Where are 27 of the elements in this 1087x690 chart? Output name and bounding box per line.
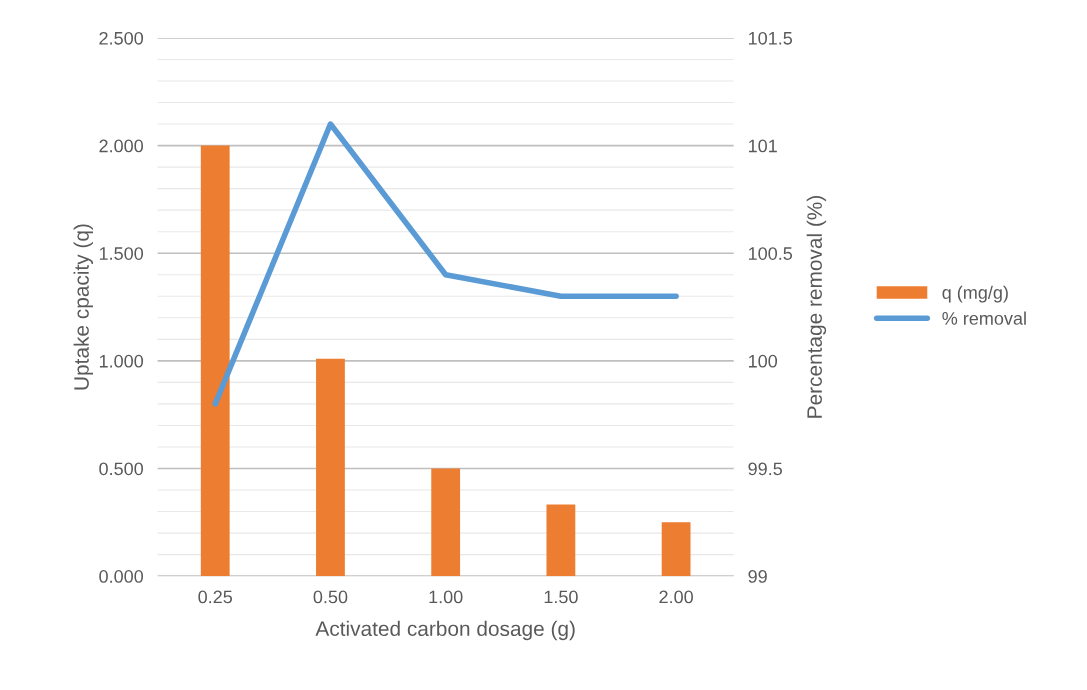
x-tick-label: 0.25: [198, 590, 233, 604]
x-tick-label: 1.00: [429, 590, 463, 604]
x-tick-label: 2.00: [659, 590, 693, 604]
y-tick-label: 1.500: [99, 247, 144, 260]
x-axis-title: Activated carbon dosage (g): [315, 620, 575, 641]
y-tick-label: 1.000: [99, 354, 144, 368]
bar: [661, 522, 691, 577]
bar: [200, 145, 230, 577]
y2-tick-label: 100.5: [748, 247, 793, 260]
y2-axis-title: Percentage removal (%): [806, 196, 827, 418]
y2-tick-label: 100: [748, 354, 778, 368]
y-tick-label: 0.000: [99, 570, 144, 583]
y2-tick-label: 101: [748, 139, 777, 153]
y-tick-label: 2.000: [99, 139, 144, 153]
y2-tick-label: 99.5: [748, 462, 782, 476]
x-tick-label: 1.50: [544, 590, 578, 604]
bar: [546, 504, 576, 577]
x-tick-label: 0.50: [313, 590, 348, 604]
y-axis-title: Uptake cpacity (q): [73, 224, 93, 390]
legend-label: q (mg/g): [942, 285, 1008, 303]
y2-tick-label: 101.5: [748, 31, 793, 45]
y2-tick-label: 99: [748, 570, 767, 583]
y-tick-label: 0.500: [99, 462, 144, 476]
y-tick-label: 2.500: [99, 31, 144, 45]
legend-label: % removal: [942, 311, 1026, 325]
bar: [316, 358, 345, 577]
bar: [431, 468, 461, 577]
